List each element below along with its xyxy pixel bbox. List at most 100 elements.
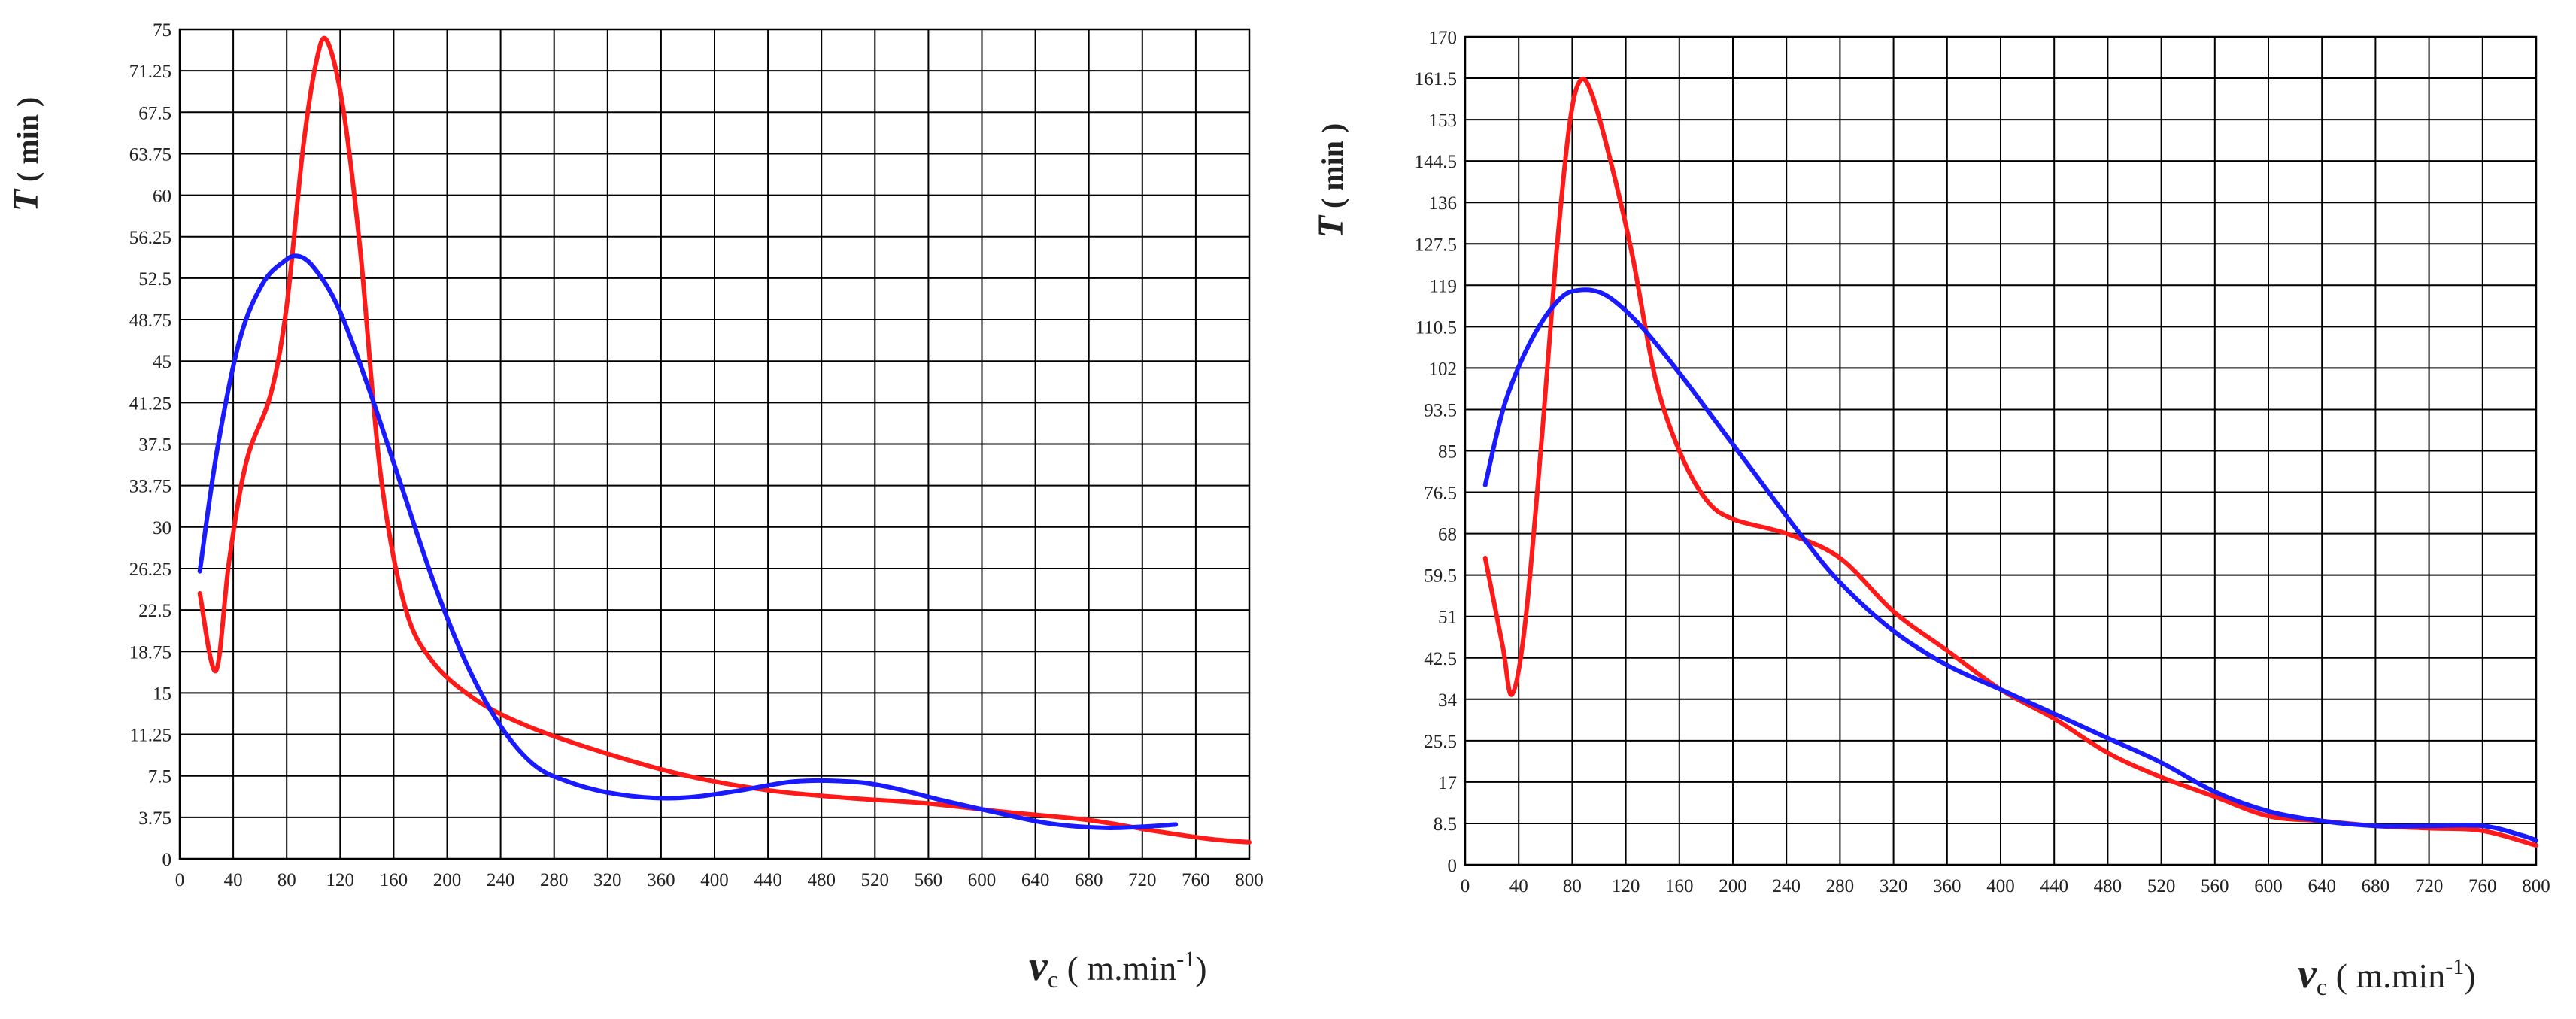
- x-axis-symbol: v: [2298, 951, 2317, 997]
- y-tick-label: 30: [153, 518, 171, 538]
- y-tick-label: 34: [1438, 690, 1458, 711]
- x-tick-label: 120: [326, 870, 355, 890]
- x-tick-label: 480: [2094, 876, 2122, 896]
- y-tick-label: 17: [1438, 773, 1457, 793]
- x-tick-label: 480: [807, 870, 836, 890]
- y-tick-label: 75: [153, 20, 171, 41]
- y-tick-label: 25.5: [1424, 732, 1457, 752]
- y-tick-label: 153: [1429, 111, 1458, 131]
- x-tick-label: 400: [1986, 876, 2015, 896]
- y-tick-label: 85: [1438, 442, 1457, 462]
- x-tick-label: 800: [2522, 876, 2550, 896]
- y-tick-label: 52.5: [138, 269, 171, 290]
- y-axis-symbol: T: [6, 188, 46, 211]
- series-line-red: [1482, 76, 2538, 848]
- x-tick-label: 0: [1461, 876, 1470, 896]
- y-tick-label: 0: [1448, 856, 1458, 876]
- x-tick-label: 800: [1235, 870, 1264, 890]
- x-tick-label: 240: [1772, 876, 1801, 896]
- x-tick-label: 520: [2147, 876, 2176, 896]
- x-tick-label: 760: [2468, 876, 2497, 896]
- x-tick-label: 40: [224, 870, 243, 890]
- x-tick-label: 680: [1075, 870, 1103, 890]
- x-tick-label: 600: [968, 870, 997, 890]
- y-tick-label: 48.75: [129, 311, 171, 331]
- plot-frame: [178, 28, 1251, 860]
- y-tick-label: 119: [1429, 276, 1457, 296]
- y-tick-label: 71.25: [129, 62, 171, 82]
- x-tick-label: 640: [2307, 876, 2336, 896]
- x-tick-label: 720: [2415, 876, 2444, 896]
- y-tick-label: 161.5: [1415, 69, 1457, 89]
- y-tick-label: 15: [153, 684, 171, 704]
- chart-right: 0 40 80 120 160 200 240 280 320 360 400 440 480 520 56…: [1311, 28, 2550, 1000]
- y-tick-label: 18.75: [129, 642, 171, 663]
- y-axis-title: T ( min ): [6, 97, 46, 212]
- y-tick-label: 11.25: [130, 726, 171, 746]
- y-tick-label: 59.5: [1424, 566, 1457, 587]
- x-tick-label: 80: [1563, 876, 1582, 896]
- y-tick-label: 110.5: [1415, 317, 1457, 338]
- x-tick-label: 360: [1933, 876, 1962, 896]
- x-axis-unit-close: ): [2464, 957, 2475, 995]
- x-tick-label: 160: [380, 870, 408, 890]
- y-tick-label: 144.5: [1415, 152, 1457, 172]
- x-tick-label: 200: [433, 870, 462, 890]
- y-tick-label: 68: [1438, 525, 1457, 545]
- x-axis-title: vc ( m.min-1): [1029, 943, 1207, 993]
- x-axis-subscript: c: [1048, 966, 1058, 993]
- y-tick-label: 170: [1429, 28, 1458, 48]
- y-tick-label: 8.5: [1434, 814, 1457, 835]
- x-tick-label: 760: [1182, 870, 1210, 890]
- x-tick-label: 640: [1021, 870, 1050, 890]
- x-axis-subscript: c: [2317, 973, 2327, 1000]
- y-tick-label: 41.25: [129, 393, 171, 414]
- y-tick-label: 33.75: [129, 477, 171, 497]
- y-tick-label: 67.5: [138, 103, 171, 123]
- x-tick-label: 120: [1612, 876, 1640, 896]
- y-tick-label: 93.5: [1424, 400, 1457, 420]
- x-axis-symbol: v: [1029, 943, 1048, 990]
- y-tick-label: 63.75: [129, 144, 171, 165]
- x-tick-label: 80: [278, 870, 296, 890]
- x-axis-unit: ( m.min: [1058, 949, 1176, 987]
- plot-frame: [1464, 35, 2538, 866]
- grid: [1464, 36, 2537, 866]
- x-tick-label: 360: [647, 870, 675, 890]
- x-tick-label: 560: [915, 870, 943, 890]
- x-tick-label: 400: [700, 870, 729, 890]
- y-tick-label: 56.25: [129, 228, 171, 248]
- chart-left: 0 40 80 120 160 200 240 280 320 360 400 440 480 520 56…: [6, 20, 1264, 993]
- x-axis-unit-exponent: -1: [1176, 947, 1195, 972]
- x-tick-label: 240: [487, 870, 515, 890]
- x-axis-unit-close: ): [1195, 949, 1206, 987]
- y-tick-label: 3.75: [138, 808, 171, 829]
- y-tick-label: 26.25: [129, 560, 171, 580]
- x-tick-label: 0: [175, 870, 185, 890]
- x-tick-label: 320: [593, 870, 622, 890]
- x-tick-label: 520: [861, 870, 890, 890]
- y-tick-label: 60: [153, 187, 171, 207]
- x-tick-label: 320: [1880, 876, 1908, 896]
- x-tick-label: 560: [2201, 876, 2229, 896]
- y-tick-label: 102: [1429, 359, 1458, 379]
- x-tick-label: 200: [1719, 876, 1747, 896]
- x-tick-label: 280: [1826, 876, 1855, 896]
- series-line-blue: [197, 253, 1179, 831]
- y-tick-label: 76.5: [1424, 484, 1457, 504]
- y-tick-label: 127.5: [1415, 235, 1457, 255]
- y-axis-title: T ( min ): [1311, 123, 1351, 238]
- grid: [179, 29, 1250, 860]
- y-tick-label: 45: [153, 352, 171, 372]
- y-tick-label: 42.5: [1424, 649, 1457, 669]
- x-tick-label: 40: [1509, 876, 1528, 896]
- x-axis-unit: ( m.min: [2327, 957, 2445, 995]
- x-tick-label: 720: [1128, 870, 1157, 890]
- x-tick-label: 680: [2362, 876, 2390, 896]
- x-tick-label: 440: [2040, 876, 2068, 896]
- x-tick-label: 600: [2254, 876, 2283, 896]
- series-line-red: [197, 35, 1252, 845]
- x-tick-label: 440: [754, 870, 782, 890]
- y-tick-label: 37.5: [138, 435, 171, 456]
